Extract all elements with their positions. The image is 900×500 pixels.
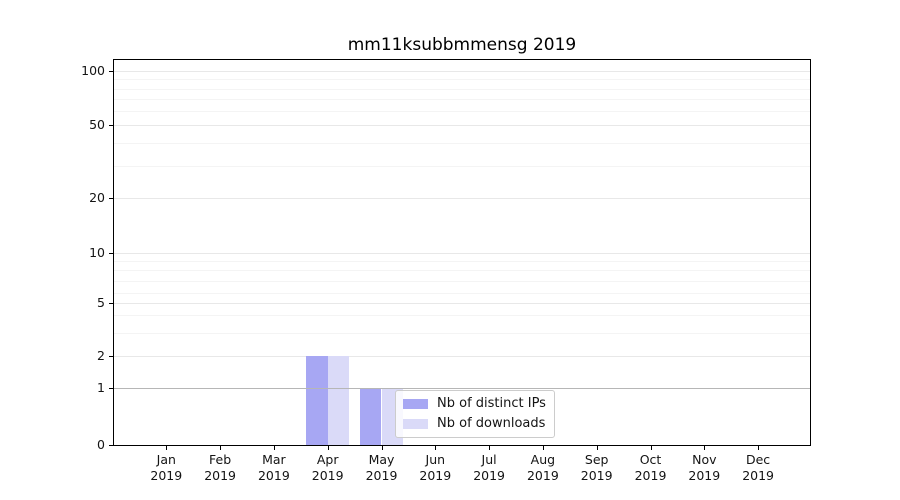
x-tick-label-dec: Dec 2019 bbox=[726, 452, 790, 484]
minor-gridline bbox=[114, 99, 810, 101]
x-tick-month: Mar bbox=[262, 452, 286, 467]
x-tick-month: Dec bbox=[745, 452, 771, 467]
legend-label-downloads: Nb of downloads bbox=[437, 416, 546, 431]
x-tick-year: 2019 bbox=[526, 468, 559, 483]
y-tick-label: 2 bbox=[97, 347, 105, 363]
x-tick-year: 2019 bbox=[365, 468, 398, 483]
y-gridline-2 bbox=[114, 355, 810, 357]
minor-gridline bbox=[114, 293, 810, 295]
y-tick-label: 1 bbox=[97, 380, 105, 396]
legend-entry-distinct-ips: Nb of distinct IPs bbox=[403, 395, 546, 412]
x-tick-label-apr: Apr 2019 bbox=[296, 452, 360, 484]
minor-gridline bbox=[114, 110, 810, 112]
legend-swatch-distinct-ips bbox=[403, 398, 428, 409]
x-tick-year: 2019 bbox=[150, 468, 183, 483]
minor-gridline bbox=[114, 79, 810, 81]
y-tick-mark bbox=[109, 70, 113, 72]
minor-gridline bbox=[114, 315, 810, 316]
x-tick-month: Oct bbox=[639, 452, 662, 467]
y-gridline-50 bbox=[114, 125, 810, 127]
y-tick-label: 20 bbox=[89, 189, 105, 205]
x-tick-mark-apr bbox=[327, 446, 329, 450]
x-tick-label-aug: Aug 2019 bbox=[511, 452, 575, 484]
y-tick-mark bbox=[109, 197, 113, 199]
y-tick-mark bbox=[109, 388, 113, 390]
minor-gridline bbox=[114, 332, 810, 334]
minor-gridline bbox=[114, 270, 810, 271]
legend-swatch-downloads bbox=[403, 418, 428, 429]
x-tick-mark-jul bbox=[489, 446, 491, 450]
x-tick-year: 2019 bbox=[473, 468, 505, 483]
y-tick-label: 5 bbox=[97, 294, 105, 310]
x-tick-mark-mar bbox=[273, 446, 275, 450]
y-tick-mark bbox=[109, 302, 113, 304]
x-tick-year: 2019 bbox=[580, 468, 613, 483]
x-tick-label-nov: Nov 2019 bbox=[672, 452, 736, 484]
x-tick-label-oct: Oct 2019 bbox=[619, 452, 683, 484]
y-gridline-20 bbox=[114, 197, 810, 199]
x-tick-year: 2019 bbox=[419, 468, 452, 483]
x-tick-month: Feb bbox=[209, 452, 232, 467]
x-tick-mark-feb bbox=[220, 446, 222, 450]
legend-label-distinct-ips: Nb of distinct IPs bbox=[437, 396, 546, 411]
minor-gridline bbox=[114, 280, 810, 282]
x-tick-label-feb: Feb 2019 bbox=[188, 452, 252, 484]
x-tick-month: Jul bbox=[481, 452, 497, 467]
x-tick-year: 2019 bbox=[204, 468, 236, 483]
minor-gridline bbox=[114, 88, 810, 90]
minor-gridline bbox=[114, 166, 810, 167]
x-tick-label-jul: Jul 2019 bbox=[457, 452, 521, 484]
x-tick-mark-nov bbox=[704, 446, 706, 450]
y-tick-label: 10 bbox=[89, 244, 105, 260]
y-tick-label: 100 bbox=[81, 62, 105, 78]
y-gridline-10 bbox=[114, 252, 810, 254]
y-tick-label: 50 bbox=[89, 117, 105, 133]
x-tick-month: Apr bbox=[316, 452, 339, 467]
legend: Nb of distinct IPs Nb of downloads bbox=[395, 390, 555, 438]
x-tick-mark-may bbox=[381, 446, 383, 450]
x-tick-year: 2019 bbox=[634, 468, 667, 483]
x-tick-year: 2019 bbox=[257, 468, 290, 483]
x-tick-label-may: May 2019 bbox=[350, 452, 414, 484]
x-tick-month: Nov bbox=[692, 452, 717, 467]
bar-nb-of-distinct-ips-apr bbox=[306, 355, 328, 445]
y-tick-mark bbox=[109, 252, 113, 254]
y-tick-mark bbox=[109, 445, 113, 446]
x-tick-month: May bbox=[368, 452, 395, 467]
x-tick-month: Aug bbox=[530, 452, 556, 467]
plot-area: Nb of distinct IPs Nb of downloads bbox=[113, 59, 811, 446]
x-tick-month: Sep bbox=[584, 452, 609, 467]
y-tick-mark bbox=[109, 355, 113, 357]
x-tick-label-jan: Jan 2019 bbox=[134, 452, 198, 484]
legend-entry-downloads: Nb of downloads bbox=[403, 415, 546, 432]
x-tick-mark-aug bbox=[542, 446, 544, 450]
x-tick-mark-jan bbox=[166, 446, 168, 450]
bar-nb-of-downloads-apr bbox=[327, 355, 350, 445]
y-tick-label: 0 bbox=[97, 437, 105, 452]
y-tick-mark bbox=[109, 125, 113, 127]
x-tick-mark-oct bbox=[650, 446, 652, 450]
x-tick-month: Jan bbox=[156, 452, 176, 467]
x-tick-label-sep: Sep 2019 bbox=[565, 452, 629, 484]
x-tick-year: 2019 bbox=[311, 468, 344, 483]
chart-title: mm11ksubbmmensg 2019 bbox=[347, 35, 577, 55]
x-tick-mark-sep bbox=[596, 446, 598, 450]
minor-gridline bbox=[114, 143, 810, 145]
x-tick-label-jun: Jun 2019 bbox=[403, 452, 467, 484]
x-tick-year: 2019 bbox=[688, 468, 721, 483]
minor-gridline bbox=[114, 260, 810, 262]
x-tick-month: Jun bbox=[425, 452, 446, 467]
bar-nb-of-distinct-ips-may bbox=[360, 388, 382, 445]
y-gridline-5 bbox=[114, 302, 810, 304]
y-gridline-100 bbox=[114, 70, 810, 72]
x-tick-year: 2019 bbox=[742, 468, 774, 483]
x-tick-mark-dec bbox=[758, 446, 760, 450]
x-tick-label-mar: Mar 2019 bbox=[242, 452, 306, 484]
x-tick-mark-jun bbox=[435, 446, 437, 450]
y-gridline-1 bbox=[114, 388, 810, 390]
